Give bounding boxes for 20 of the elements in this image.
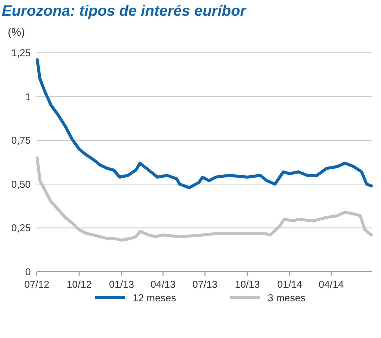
- y-tick-label: 1,25: [12, 48, 32, 60]
- x-tick-label: 01/14: [277, 280, 303, 291]
- x-tick-label: 04/13: [150, 280, 176, 291]
- y-axis-title: (%): [8, 27, 26, 39]
- legend-label: 12 meses: [133, 294, 176, 304]
- x-tick-label: 07/13: [192, 280, 218, 291]
- x-tick-label: 04/14: [318, 280, 344, 291]
- x-tick-label: 01/13: [109, 280, 135, 291]
- chart-title: Eurozona: tipos de interés euríbor: [2, 3, 248, 20]
- x-tick-label: 10/13: [235, 280, 261, 291]
- y-tick-label: 0,50: [12, 180, 32, 191]
- y-tick-label: 0,75: [12, 136, 32, 148]
- x-tick-label: 07/12: [24, 280, 50, 291]
- y-tick-label: 1: [25, 92, 32, 104]
- legend-label: 3 meses: [268, 294, 306, 304]
- y-tick-label: 0,25: [12, 224, 32, 235]
- line-series: [36, 58, 374, 190]
- line-series: [36, 156, 374, 242]
- y-tick-label: 0: [25, 268, 32, 278]
- x-tick-label: 10/12: [66, 280, 92, 291]
